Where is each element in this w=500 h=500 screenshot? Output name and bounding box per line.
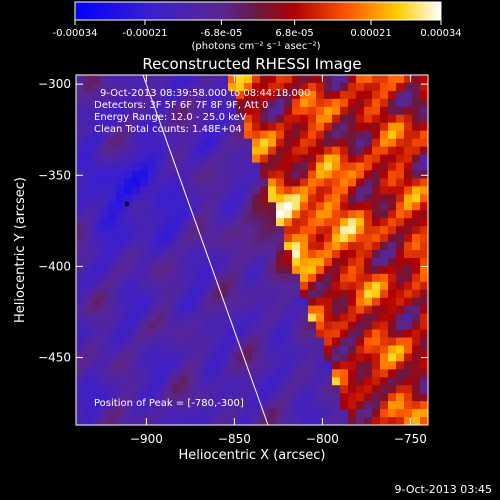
chart-title: Reconstructed RHESSI Image	[142, 55, 361, 73]
peak-marker	[125, 202, 129, 206]
colorbar-tick-label: -6.8e-05	[200, 28, 242, 39]
y-tick-label: −400	[38, 259, 71, 273]
peak-position-label: Position of Peak = [-780,-300]	[94, 398, 244, 409]
annotation-time: 9-Oct-2013 08:39:58.000 to 08:44:18.000	[100, 88, 311, 99]
annotation-block: 9-Oct-2013 08:39:58.000 to 08:44:18.000 …	[94, 88, 311, 135]
colorbar-gradient	[74, 1, 442, 21]
y-axis-label: Heliocentric Y (arcsec)	[13, 177, 28, 323]
y-tick-label: −450	[38, 351, 71, 365]
colorbar: -0.00034 -0.00021 -6.8e-05 6.8e-05 0.00021 0.…	[53, 1, 462, 52]
heatmap	[76, 75, 428, 425]
colorbar-unit: (photons cm⁻² s⁻¹ asec⁻²)	[191, 41, 320, 52]
colorbar-tick-label: 0.00034	[420, 28, 461, 39]
x-axis-label: Heliocentric X (arcsec)	[179, 448, 326, 463]
x-tick-label: −850	[218, 432, 251, 446]
axis-ticks: −900 −850 −800 −750 −300 −350 −400 −450	[38, 75, 428, 446]
x-tick-label: −750	[394, 432, 427, 446]
annotation-energy: Energy Range: 12.0 - 25.0 keV	[94, 112, 247, 123]
x-tick-label: −900	[130, 432, 163, 446]
colorbar-tick-label: -0.00034	[53, 28, 98, 39]
colorbar-tick-label: 6.8e-05	[275, 28, 313, 39]
plot-frame	[75, 74, 429, 426]
colorbar-tick-label: 0.00021	[350, 28, 391, 39]
annotation-detectors: Detectors: 3F 5F 6F 7F 8F 9F, Att 0	[94, 100, 268, 111]
x-tick-label: −800	[306, 432, 339, 446]
y-tick-label: −350	[38, 168, 71, 182]
footer-timestamp: 9-Oct-2013 03:45	[394, 483, 492, 496]
y-tick-label: −300	[38, 77, 71, 91]
solar-limb-line	[142, 75, 269, 425]
annotation-counts: Clean Total counts: 1.48E+04	[94, 124, 242, 135]
colorbar-tick-label: -0.00021	[122, 28, 167, 39]
